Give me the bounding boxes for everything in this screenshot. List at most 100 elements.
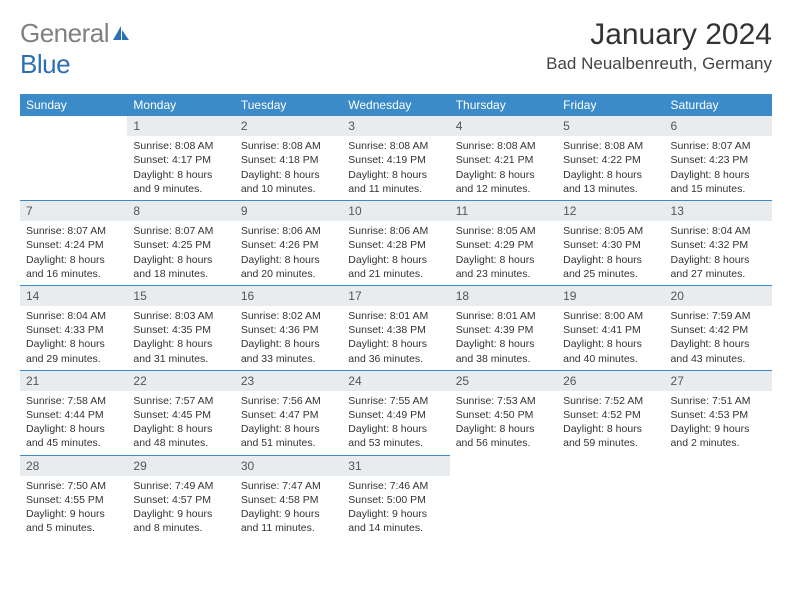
day-number: 26 bbox=[557, 370, 664, 391]
sunset-text: Sunset: 4:39 PM bbox=[456, 323, 551, 337]
sunrise-text: Sunrise: 8:00 AM bbox=[563, 309, 658, 323]
day-body: Sunrise: 8:06 AMSunset: 4:26 PMDaylight:… bbox=[235, 221, 342, 285]
calendar-day: 18Sunrise: 8:01 AMSunset: 4:39 PMDayligh… bbox=[450, 285, 557, 370]
calendar-day: 12Sunrise: 8:05 AMSunset: 4:30 PMDayligh… bbox=[557, 200, 664, 285]
calendar-day bbox=[20, 116, 127, 200]
day-number: 13 bbox=[665, 200, 772, 221]
day-body: Sunrise: 7:53 AMSunset: 4:50 PMDaylight:… bbox=[450, 391, 557, 455]
day-body: Sunrise: 8:07 AMSunset: 4:24 PMDaylight:… bbox=[20, 221, 127, 285]
calendar-day: 8Sunrise: 8:07 AMSunset: 4:25 PMDaylight… bbox=[127, 200, 234, 285]
day-number: 14 bbox=[20, 285, 127, 306]
day-body: Sunrise: 8:00 AMSunset: 4:41 PMDaylight:… bbox=[557, 306, 664, 370]
day-body: Sunrise: 7:47 AMSunset: 4:58 PMDaylight:… bbox=[235, 476, 342, 540]
daylight-text: Daylight: 8 hours and 15 minutes. bbox=[671, 168, 766, 196]
calendar-day bbox=[665, 455, 772, 540]
daylight-text: Daylight: 8 hours and 16 minutes. bbox=[26, 253, 121, 281]
daylight-text: Daylight: 8 hours and 27 minutes. bbox=[671, 253, 766, 281]
day-number: 27 bbox=[665, 370, 772, 391]
daylight-text: Daylight: 9 hours and 2 minutes. bbox=[671, 422, 766, 450]
day-body: Sunrise: 7:57 AMSunset: 4:45 PMDaylight:… bbox=[127, 391, 234, 455]
day-body: Sunrise: 8:04 AMSunset: 4:32 PMDaylight:… bbox=[665, 221, 772, 285]
sunset-text: Sunset: 4:57 PM bbox=[133, 493, 228, 507]
day-number: 10 bbox=[342, 200, 449, 221]
sunset-text: Sunset: 4:29 PM bbox=[456, 238, 551, 252]
calendar-day: 20Sunrise: 7:59 AMSunset: 4:42 PMDayligh… bbox=[665, 285, 772, 370]
sunrise-text: Sunrise: 7:50 AM bbox=[26, 479, 121, 493]
sunrise-text: Sunrise: 8:04 AM bbox=[671, 224, 766, 238]
sunrise-text: Sunrise: 8:03 AM bbox=[133, 309, 228, 323]
day-number: 12 bbox=[557, 200, 664, 221]
calendar-week: 14Sunrise: 8:04 AMSunset: 4:33 PMDayligh… bbox=[20, 285, 772, 370]
day-body: Sunrise: 8:08 AMSunset: 4:18 PMDaylight:… bbox=[235, 136, 342, 200]
day-body: Sunrise: 7:58 AMSunset: 4:44 PMDaylight:… bbox=[20, 391, 127, 455]
day-body: Sunrise: 8:08 AMSunset: 4:22 PMDaylight:… bbox=[557, 136, 664, 200]
sunset-text: Sunset: 4:23 PM bbox=[671, 153, 766, 167]
day-number: 8 bbox=[127, 200, 234, 221]
calendar-week: 7Sunrise: 8:07 AMSunset: 4:24 PMDaylight… bbox=[20, 200, 772, 285]
sunrise-text: Sunrise: 8:05 AM bbox=[456, 224, 551, 238]
day-body: Sunrise: 7:51 AMSunset: 4:53 PMDaylight:… bbox=[665, 391, 772, 455]
sunset-text: Sunset: 4:18 PM bbox=[241, 153, 336, 167]
daylight-text: Daylight: 8 hours and 33 minutes. bbox=[241, 337, 336, 365]
day-body: Sunrise: 8:08 AMSunset: 4:17 PMDaylight:… bbox=[127, 136, 234, 200]
day-number: 29 bbox=[127, 455, 234, 476]
daylight-text: Daylight: 8 hours and 18 minutes. bbox=[133, 253, 228, 281]
day-number: 3 bbox=[342, 116, 449, 136]
sunrise-text: Sunrise: 7:51 AM bbox=[671, 394, 766, 408]
calendar-day: 28Sunrise: 7:50 AMSunset: 4:55 PMDayligh… bbox=[20, 455, 127, 540]
day-body: Sunrise: 8:08 AMSunset: 4:21 PMDaylight:… bbox=[450, 136, 557, 200]
calendar-day: 17Sunrise: 8:01 AMSunset: 4:38 PMDayligh… bbox=[342, 285, 449, 370]
sunrise-text: Sunrise: 7:47 AM bbox=[241, 479, 336, 493]
day-number bbox=[20, 116, 127, 120]
sunset-text: Sunset: 4:41 PM bbox=[563, 323, 658, 337]
sunrise-text: Sunrise: 8:07 AM bbox=[133, 224, 228, 238]
day-body: Sunrise: 8:07 AMSunset: 4:23 PMDaylight:… bbox=[665, 136, 772, 200]
calendar-day: 15Sunrise: 8:03 AMSunset: 4:35 PMDayligh… bbox=[127, 285, 234, 370]
day-number bbox=[665, 455, 772, 460]
sunrise-text: Sunrise: 8:08 AM bbox=[133, 139, 228, 153]
day-number: 16 bbox=[235, 285, 342, 306]
sunset-text: Sunset: 4:32 PM bbox=[671, 238, 766, 252]
weekday-row: SundayMondayTuesdayWednesdayThursdayFrid… bbox=[20, 94, 772, 116]
daylight-text: Daylight: 8 hours and 43 minutes. bbox=[671, 337, 766, 365]
calendar-day: 31Sunrise: 7:46 AMSunset: 5:00 PMDayligh… bbox=[342, 455, 449, 540]
day-body: Sunrise: 7:49 AMSunset: 4:57 PMDaylight:… bbox=[127, 476, 234, 540]
sunset-text: Sunset: 4:33 PM bbox=[26, 323, 121, 337]
daylight-text: Daylight: 8 hours and 36 minutes. bbox=[348, 337, 443, 365]
calendar-day: 23Sunrise: 7:56 AMSunset: 4:47 PMDayligh… bbox=[235, 370, 342, 455]
sunset-text: Sunset: 4:19 PM bbox=[348, 153, 443, 167]
sunset-text: Sunset: 4:49 PM bbox=[348, 408, 443, 422]
sunset-text: Sunset: 4:36 PM bbox=[241, 323, 336, 337]
day-number: 1 bbox=[127, 116, 234, 136]
brand-part1: General bbox=[20, 18, 109, 48]
calendar-day: 22Sunrise: 7:57 AMSunset: 4:45 PMDayligh… bbox=[127, 370, 234, 455]
sunrise-text: Sunrise: 8:06 AM bbox=[241, 224, 336, 238]
daylight-text: Daylight: 8 hours and 38 minutes. bbox=[456, 337, 551, 365]
sunset-text: Sunset: 4:58 PM bbox=[241, 493, 336, 507]
calendar-day: 25Sunrise: 7:53 AMSunset: 4:50 PMDayligh… bbox=[450, 370, 557, 455]
daylight-text: Daylight: 8 hours and 29 minutes. bbox=[26, 337, 121, 365]
sunset-text: Sunset: 4:21 PM bbox=[456, 153, 551, 167]
sunrise-text: Sunrise: 8:04 AM bbox=[26, 309, 121, 323]
day-body: Sunrise: 8:04 AMSunset: 4:33 PMDaylight:… bbox=[20, 306, 127, 370]
calendar-body: 1Sunrise: 8:08 AMSunset: 4:17 PMDaylight… bbox=[20, 116, 772, 540]
sunset-text: Sunset: 4:26 PM bbox=[241, 238, 336, 252]
daylight-text: Daylight: 8 hours and 10 minutes. bbox=[241, 168, 336, 196]
sunrise-text: Sunrise: 8:08 AM bbox=[241, 139, 336, 153]
day-number: 24 bbox=[342, 370, 449, 391]
day-body: Sunrise: 7:56 AMSunset: 4:47 PMDaylight:… bbox=[235, 391, 342, 455]
brand-part2: Blue bbox=[20, 49, 70, 79]
sunrise-text: Sunrise: 7:46 AM bbox=[348, 479, 443, 493]
calendar-day: 26Sunrise: 7:52 AMSunset: 4:52 PMDayligh… bbox=[557, 370, 664, 455]
daylight-text: Daylight: 8 hours and 59 minutes. bbox=[563, 422, 658, 450]
logo-sail-icon bbox=[109, 18, 131, 48]
day-body: Sunrise: 8:02 AMSunset: 4:36 PMDaylight:… bbox=[235, 306, 342, 370]
daylight-text: Daylight: 8 hours and 56 minutes. bbox=[456, 422, 551, 450]
sunset-text: Sunset: 4:53 PM bbox=[671, 408, 766, 422]
calendar-day: 27Sunrise: 7:51 AMSunset: 4:53 PMDayligh… bbox=[665, 370, 772, 455]
sunset-text: Sunset: 4:30 PM bbox=[563, 238, 658, 252]
weekday-header: Tuesday bbox=[235, 94, 342, 116]
sunrise-text: Sunrise: 8:07 AM bbox=[671, 139, 766, 153]
daylight-text: Daylight: 8 hours and 40 minutes. bbox=[563, 337, 658, 365]
sunset-text: Sunset: 4:28 PM bbox=[348, 238, 443, 252]
